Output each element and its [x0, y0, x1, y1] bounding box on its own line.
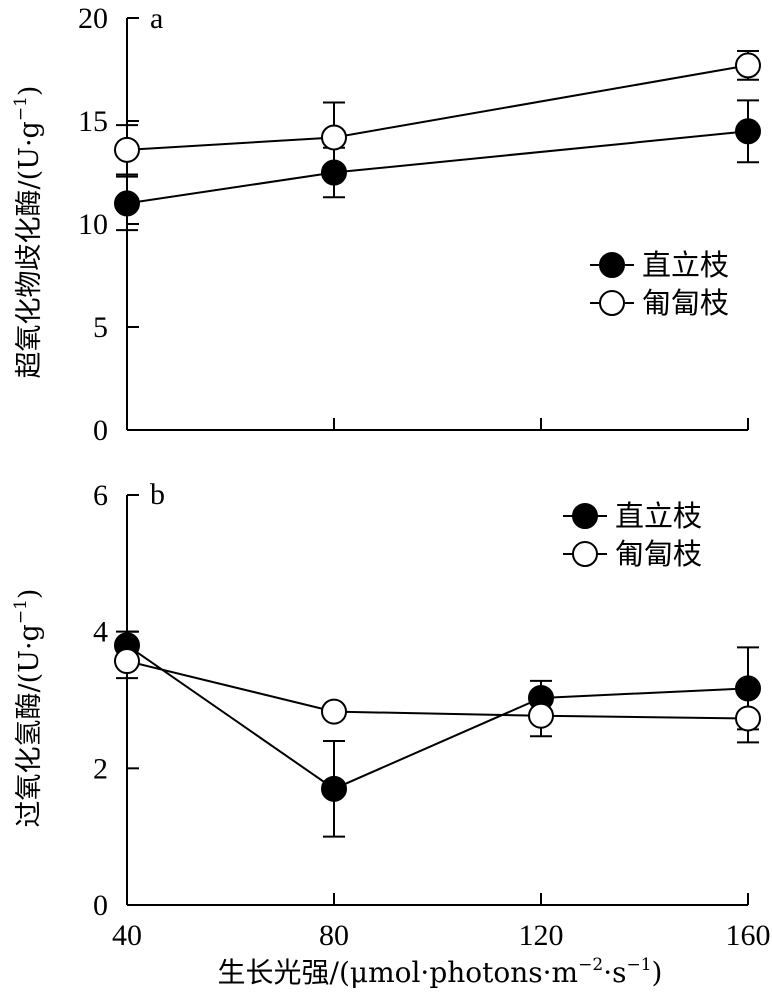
- panel-b-creeping-branch-point: [321, 698, 347, 725]
- panel-a-creeping-branch-point: [735, 52, 761, 79]
- panel-b-y-tick-label: 6: [93, 479, 108, 512]
- panel-a-axes: 0 5 10 15 20: [78, 2, 749, 447]
- panel-a-label: a: [150, 2, 163, 35]
- panel-a-plot-area: [114, 49, 761, 232]
- panel-b-y-tick-label: 0: [93, 889, 108, 922]
- panel-b-x-tick-label: 120: [519, 919, 564, 952]
- panel-b-legend-creeping-branch-label: 匍匐枝: [615, 537, 702, 571]
- panel-a-y-tick-label: 20: [78, 2, 108, 35]
- panel-a-legend-erect-branch-label: 直立枝: [642, 248, 729, 282]
- panel-b-legend-erect-branch-marker: [572, 503, 598, 529]
- panel-b-erect-branch-series-line: [126, 644, 749, 790]
- panel-a-creeping-branch-point: [321, 124, 347, 151]
- panel-b-legend-erect-branch-label: 直立枝: [615, 499, 702, 533]
- panel-b-label: b: [150, 478, 165, 511]
- x-axis-label: 生长光强/(μmol·photons·m−2·s−1): [218, 955, 663, 989]
- panel-b-legend-creeping-branch-marker: [572, 541, 598, 567]
- panel-b-y-tick-label: 4: [93, 616, 108, 649]
- panel-a-creeping-branch-point: [114, 136, 140, 163]
- panel-a-legend-creeping-branch-label: 匍匐枝: [642, 286, 729, 320]
- panel-b-x-tick-label: 160: [726, 919, 771, 952]
- panel-a-erect-branch-point: [735, 118, 761, 145]
- panel-b-plot-area: [114, 630, 761, 838]
- panel-b-x-tick-label: 80: [319, 919, 349, 952]
- panel-a-legend-creeping-branch-marker: [599, 290, 625, 316]
- panel-a-erect-branch-series-line: [126, 130, 749, 205]
- panel-a-y-axis-label: 超氧化物歧化酶/(U·g−1): [11, 86, 45, 379]
- panel-a-y-tick-label: 15: [78, 105, 108, 138]
- panel-a-creeping-branch-series-line: [126, 64, 749, 151]
- panel-b-y-axis-label: 过氧化氢酶/(U·g−1): [11, 589, 45, 828]
- panel-a-y-tick-label: 10: [78, 208, 108, 241]
- panel-b-erect-branch-point: [321, 775, 347, 802]
- panel-b-x-tick-label: 40: [112, 919, 142, 952]
- panel-a-erect-branch-point: [114, 190, 140, 217]
- panel-b-creeping-branch-series-line: [126, 660, 749, 720]
- panel-b-creeping-branch-point: [114, 648, 140, 675]
- panel-b-axes: 0 2 4 6 40 80 120 160: [93, 479, 771, 952]
- panel-a-legend-erect-branch-marker: [599, 252, 625, 278]
- panel-b-creeping-branch-point: [735, 705, 761, 732]
- panel-a-y-tick-label: 0: [93, 414, 108, 447]
- panel-a-y-tick-label: 5: [93, 311, 108, 344]
- panel-b-y-tick-label: 2: [93, 752, 108, 785]
- panel-b-creeping-branch-point: [528, 702, 554, 729]
